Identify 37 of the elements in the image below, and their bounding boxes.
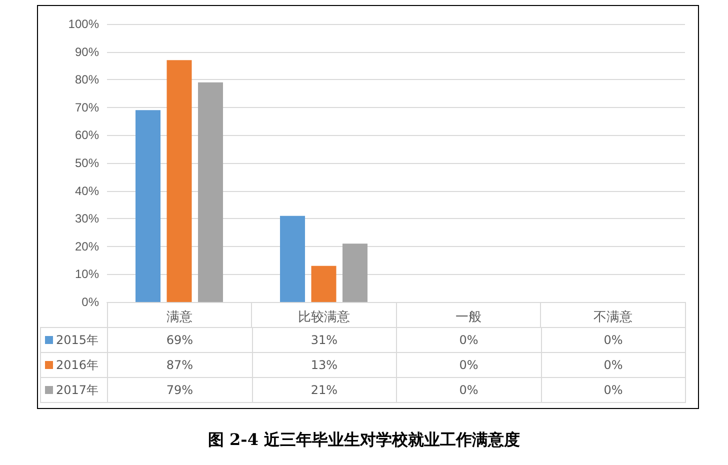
bar [311,266,336,302]
data-label: 13% [252,352,397,378]
data-label: 79% [107,377,252,403]
legend-label: 2016年 [56,356,99,374]
legend-label: 2015年 [56,332,99,348]
data-label: 87% [107,352,252,378]
bar [342,244,368,302]
legend-label: 2017年 [56,382,99,398]
x-tick-label: 一般 [455,309,482,324]
y-tick-label: 30% [74,212,100,226]
y-tick-label: 80% [74,72,100,87]
y-tick-label: 40% [74,184,100,198]
data-label: 0% [540,377,686,403]
x-tick-label: 比较满意 [298,309,350,324]
data-label: 0% [396,377,542,403]
bar [198,82,223,302]
data-label: 31% [252,327,397,353]
data-label: 21% [252,377,397,403]
y-tick-label: 20% [74,239,100,254]
data-label: 0% [396,327,542,353]
bar [136,110,160,302]
y-tick-label: 100% [68,17,100,31]
y-tick-label: 50% [74,156,100,170]
x-tick-label: 不满意 [593,309,632,324]
data-label: 0% [396,352,542,378]
bar [166,60,192,302]
data-label: 0% [540,352,686,378]
bar [280,216,305,302]
x-tick-label: 满意 [166,309,192,324]
y-tick-label: 70% [74,100,100,114]
y-tick-label: 90% [74,44,100,59]
data-label: 0% [540,327,686,353]
y-tick-label: 60% [74,128,100,142]
y-tick-label: 10% [74,267,100,282]
text: 图 2-4 近三年毕业生对学校就业工作满意度 [206,430,522,451]
y-tick-label: 0% [82,295,100,309]
data-label: 69% [107,327,252,353]
